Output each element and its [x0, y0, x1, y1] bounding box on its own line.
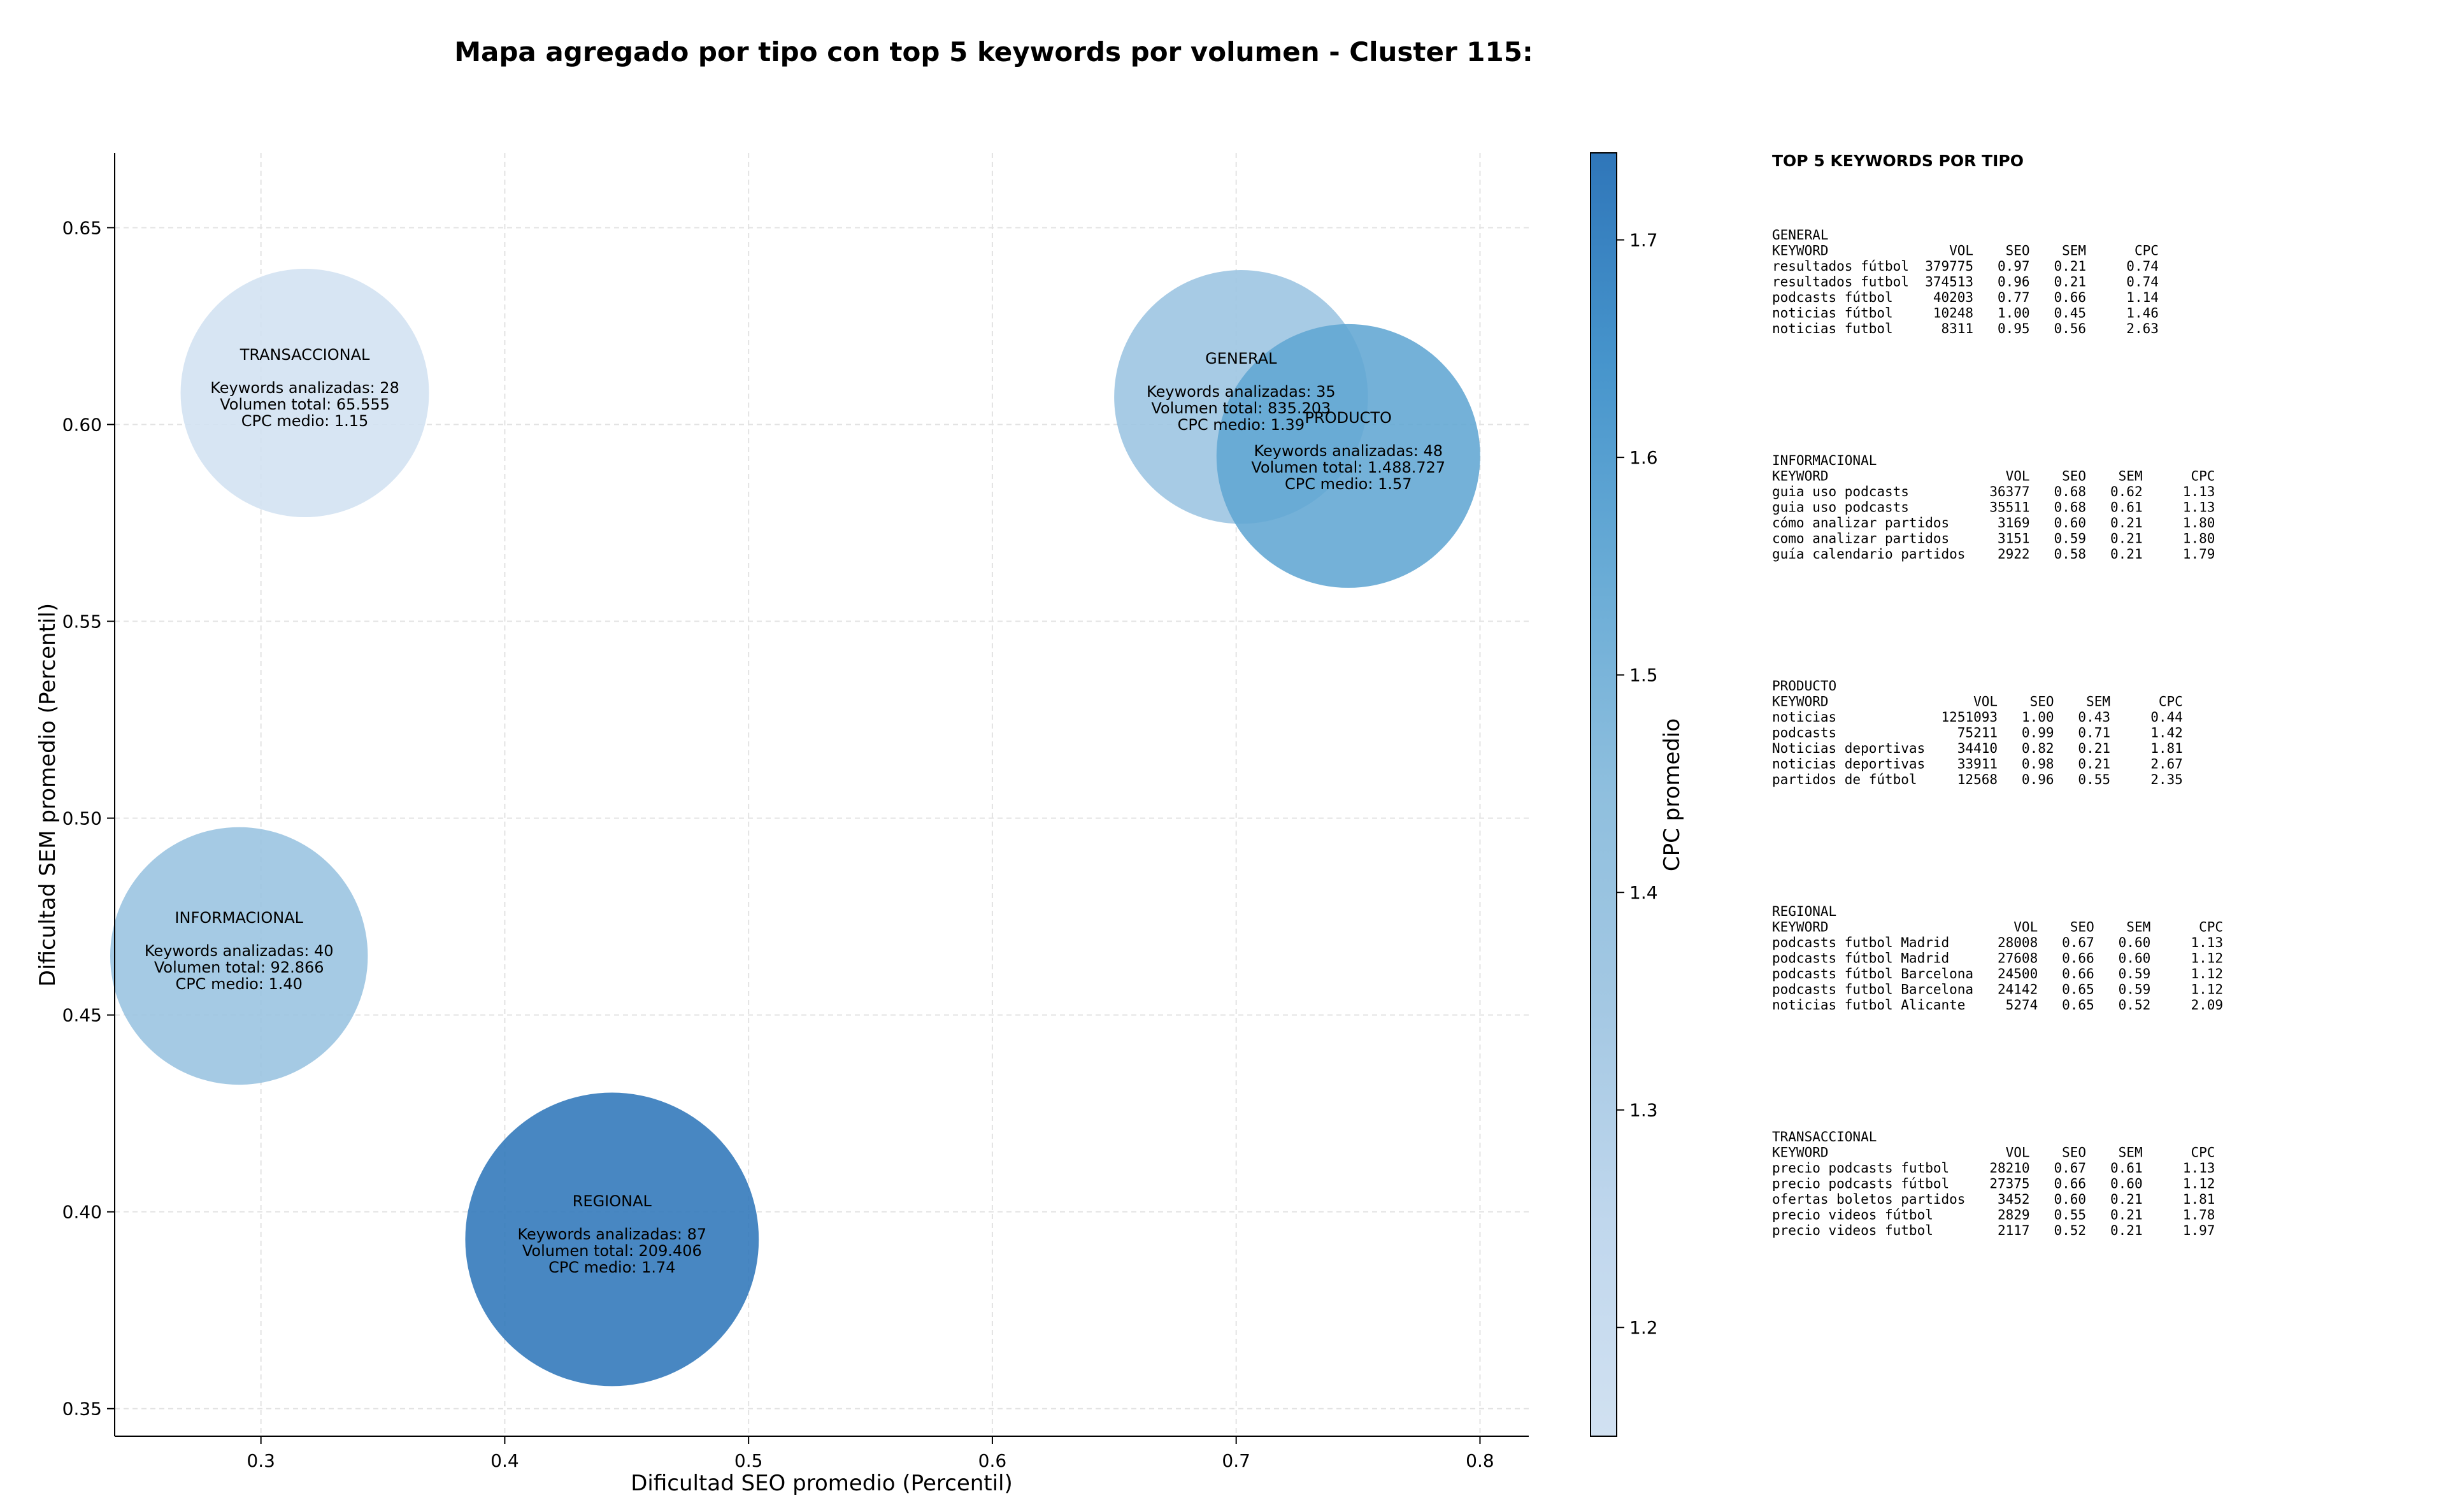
keyword-table-row: guia uso podcasts 35511 0.68 0.61 1.13 — [1772, 500, 2215, 515]
chart-title: Mapa agregado por tipo con top 5 keyword… — [454, 36, 1533, 68]
y-tick-label: 0.60 — [62, 414, 102, 435]
keyword-table-header: KEYWORD VOL SEO SEM CPC — [1772, 243, 2159, 259]
keyword-section-title: GENERAL — [1772, 227, 1829, 243]
y-axis-label: Dificultad SEM promedio (Percentil) — [35, 603, 61, 987]
keyword-table-header: KEYWORD VOL SEO SEM CPC — [1772, 469, 2215, 484]
bubble-stat: Keywords analizadas: 40 — [145, 942, 334, 960]
bubble-label: PRODUCTO — [1305, 409, 1392, 427]
bubble-stat: Keywords analizadas: 35 — [1147, 383, 1336, 401]
x-axis-label: Dificultad SEO promedio (Percentil) — [631, 1471, 1013, 1496]
bubble-label: REGIONAL — [573, 1192, 652, 1210]
keyword-table-row: podcasts 75211 0.99 0.71 1.42 — [1772, 725, 2183, 741]
keyword-table-row: podcasts fútbol 40203 0.77 0.66 1.14 — [1772, 290, 2159, 305]
colorbar-ticks: 1.2 1.3 1.4 1.5 1.6 1.7 — [1617, 230, 1658, 1338]
bubble-stat: CPC medio: 1.74 — [548, 1259, 676, 1276]
keyword-table-header: KEYWORD VOL SEO SEM CPC — [1772, 1145, 2215, 1160]
colorbar-tick-label: 1.7 — [1629, 230, 1658, 251]
keyword-section-title: TRANSACCIONAL — [1772, 1129, 1877, 1145]
bubble-stat: Volumen total: 92.866 — [154, 959, 324, 976]
bubble-stat: Volumen total: 65.555 — [220, 396, 390, 413]
keyword-table-row: guía calendario partidos 2922 0.58 0.21 … — [1772, 546, 2215, 562]
bubble-stat: CPC medio: 1.39 — [1178, 416, 1305, 434]
y-tick-label: 0.65 — [62, 217, 102, 238]
x-tick-label: 0.8 — [1466, 1450, 1494, 1471]
keyword-table-row: resultados futbol 374513 0.96 0.21 0.74 — [1772, 275, 2159, 290]
y-axis-ticks: 0.35 0.40 0.45 0.50 0.55 0.60 0.65 — [62, 217, 115, 1420]
y-tick-label: 0.50 — [62, 808, 102, 829]
keyword-table-header: KEYWORD VOL SEO SEM CPC — [1772, 694, 2183, 710]
keyword-table-row: noticias futbol 8311 0.95 0.56 2.63 — [1772, 321, 2159, 336]
bubble-label: GENERAL — [1205, 350, 1277, 367]
colorbar-tick-label: 1.5 — [1629, 665, 1658, 686]
x-tick-label: 0.5 — [734, 1450, 763, 1471]
keyword-table-row: podcasts futbol Madrid 28008 0.67 0.60 1… — [1772, 935, 2223, 950]
keyword-table-row: cómo analizar partidos 3169 0.60 0.21 1.… — [1772, 515, 2215, 531]
bubble-regional — [465, 1092, 759, 1387]
colorbar-tick-label: 1.6 — [1629, 447, 1658, 468]
keyword-table-row: resultados fútbol 379775 0.97 0.21 0.74 — [1772, 259, 2159, 274]
bubble-stat: Volumen total: 209.406 — [522, 1242, 702, 1260]
y-tick-label: 0.35 — [62, 1399, 102, 1420]
keyword-table-header: KEYWORD VOL SEO SEM CPC — [1772, 920, 2223, 935]
bubble-label: INFORMACIONAL — [175, 909, 303, 927]
keyword-table-row: podcasts fútbol Madrid 27608 0.66 0.60 1… — [1772, 951, 2223, 966]
keyword-table-row: podcasts fútbol Barcelona 24500 0.66 0.5… — [1772, 966, 2223, 981]
keyword-table-row: precio videos fútbol 2829 0.55 0.21 1.78 — [1772, 1208, 2215, 1223]
y-tick-label: 0.40 — [62, 1202, 102, 1223]
x-tick-label: 0.7 — [1222, 1450, 1250, 1471]
colorbar-gradient — [1590, 152, 1617, 1437]
keyword-table-row: ofertas boletos partidos 3452 0.60 0.21 … — [1772, 1192, 2215, 1207]
y-tick-label: 0.55 — [62, 611, 102, 632]
bubble-stat: Keywords analizadas: 28 — [210, 379, 399, 397]
keyword-table-row: noticias fútbol 10248 1.00 0.45 1.46 — [1772, 306, 2159, 321]
keyword-table-row: precio podcasts futbol 28210 0.67 0.61 1… — [1772, 1160, 2215, 1176]
y-tick-label: 0.45 — [62, 1005, 102, 1026]
keyword-table-row: precio videos futbol 2117 0.52 0.21 1.97 — [1772, 1223, 2215, 1238]
keyword-table-row: guia uso podcasts 36377 0.68 0.62 1.13 — [1772, 484, 2215, 499]
keyword-table-row: podcasts futbol Barcelona 24142 0.65 0.5… — [1772, 982, 2223, 997]
keyword-table-row: partidos de fútbol 12568 0.96 0.55 2.35 — [1772, 772, 2183, 787]
bubble-stat: CPC medio: 1.40 — [175, 975, 303, 993]
colorbar-tick-label: 1.2 — [1629, 1317, 1658, 1338]
keyword-table-row: precio podcasts fútbol 27375 0.66 0.60 1… — [1772, 1176, 2215, 1192]
x-tick-label: 0.4 — [490, 1450, 519, 1471]
bubble-stat: Keywords analizadas: 48 — [1254, 442, 1443, 460]
keyword-panel-title: TOP 5 KEYWORDS POR TIPO — [1772, 152, 2024, 170]
keyword-table-row: como analizar partidos 3151 0.59 0.21 1.… — [1772, 531, 2215, 546]
keyword-table-row: noticias deportivas 33911 0.98 0.21 2.67 — [1772, 757, 2183, 772]
x-axis-ticks: 0.3 0.4 0.5 0.6 0.7 0.8 — [247, 1436, 1494, 1471]
bubble-stat: CPC medio: 1.57 — [1285, 475, 1412, 493]
bubble-transaccional — [180, 269, 429, 518]
colorbar: 1.2 1.3 1.4 1.5 1.6 1.7 CPC promedio — [1590, 152, 1685, 1437]
bubble-label: TRANSACCIONAL — [240, 346, 370, 364]
keyword-section-title: INFORMACIONAL — [1772, 453, 1877, 468]
colorbar-tick-label: 1.4 — [1629, 882, 1658, 903]
colorbar-label: CPC promedio — [1659, 718, 1685, 871]
keyword-table-row: noticias 1251093 1.00 0.43 0.44 — [1772, 710, 2183, 725]
bubble-stat: Keywords analizadas: 87 — [518, 1225, 707, 1243]
x-tick-label: 0.3 — [247, 1450, 275, 1471]
bubble-stat: Volumen total: 1.488.727 — [1251, 459, 1445, 476]
bubble-informacional — [110, 827, 368, 1085]
keyword-table-row: Noticias deportivas 34410 0.82 0.21 1.81 — [1772, 741, 2183, 756]
colorbar-tick-label: 1.3 — [1629, 1100, 1658, 1121]
bubble-stat: CPC medio: 1.15 — [241, 412, 369, 430]
keyword-section-title: PRODUCTO — [1772, 678, 1836, 694]
keyword-section-title: REGIONAL — [1772, 904, 1836, 919]
x-tick-label: 0.6 — [978, 1450, 1007, 1471]
bubble-producto — [1216, 324, 1480, 588]
bubble-stat: Volumen total: 835.203 — [1151, 399, 1331, 417]
keyword-table-row: noticias futbol Alicante 5274 0.65 0.52 … — [1772, 997, 2223, 1013]
